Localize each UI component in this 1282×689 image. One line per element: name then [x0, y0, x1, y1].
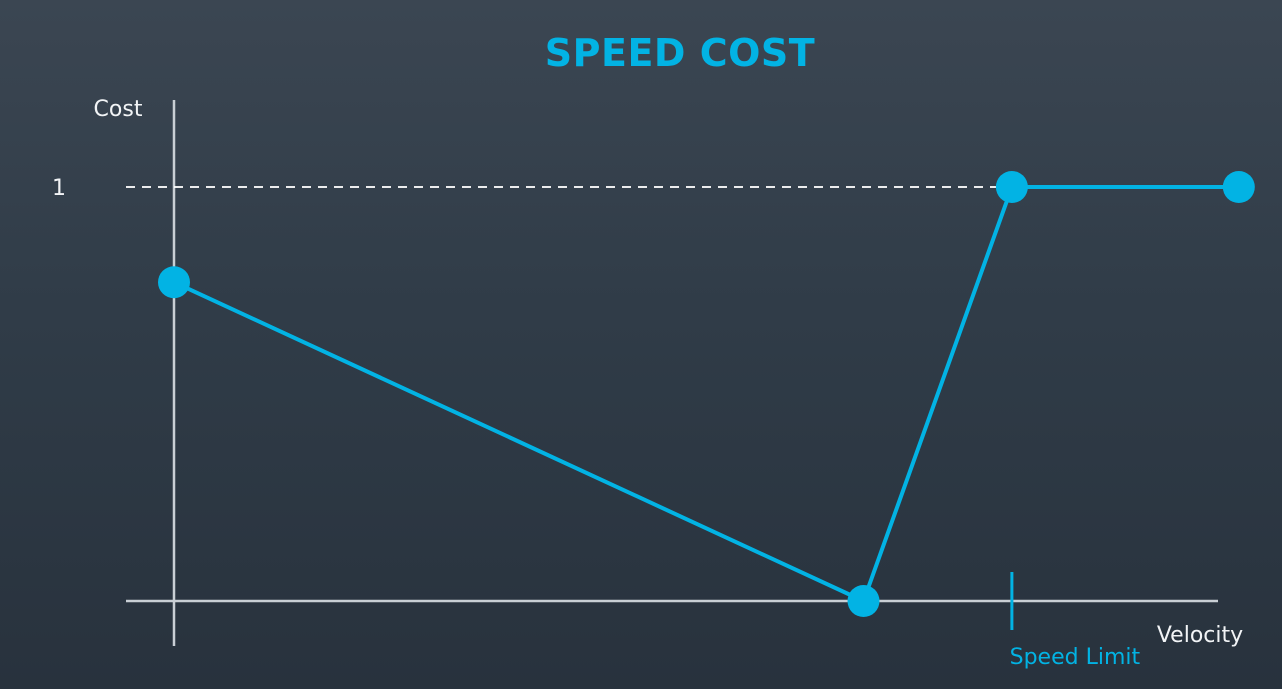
- y-tick-label-0: 1: [52, 176, 66, 201]
- data-point-0-2: [995, 171, 1028, 203]
- series-layer: [158, 171, 1255, 617]
- data-point-0-3: [1222, 171, 1255, 203]
- data-point-0-1: [847, 585, 880, 617]
- series-line-0: [173, 185, 1239, 603]
- chart-title: SPEED COST: [545, 31, 815, 75]
- x-axis-title: Velocity: [1157, 623, 1243, 648]
- x-marker-label-0: Speed Limit: [1010, 645, 1141, 670]
- axes: [126, 100, 1218, 646]
- data-point-0-0: [158, 266, 190, 299]
- y-axis-title: Cost: [94, 97, 143, 122]
- x-markers: Speed Limit: [1010, 572, 1141, 670]
- y-tick-labels: 1: [52, 176, 66, 201]
